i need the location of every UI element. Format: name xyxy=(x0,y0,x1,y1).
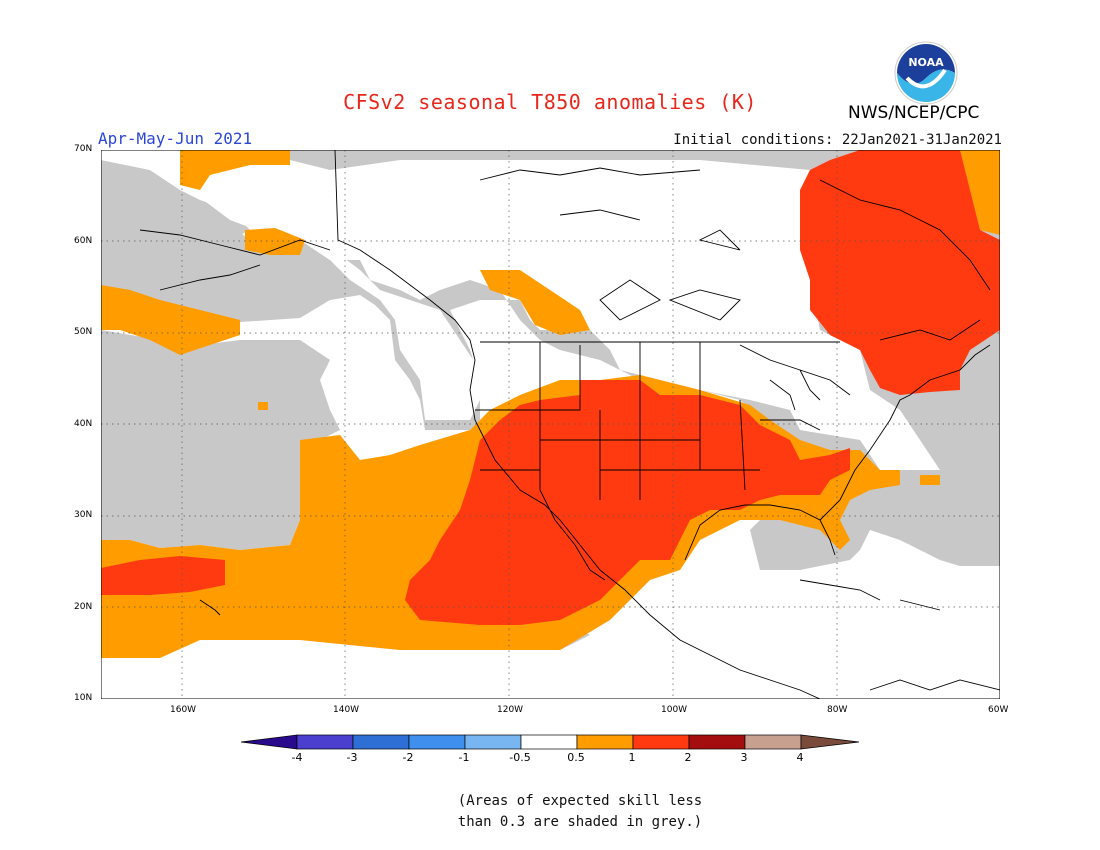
colorbar-swatch xyxy=(744,734,802,750)
colorbar-tick: 0.5 xyxy=(567,751,585,764)
colorbar-swatch xyxy=(520,734,578,750)
colorbar-tick: -3 xyxy=(346,751,358,764)
lat-label-40n: 40N xyxy=(74,419,93,429)
lon-label-160w: 160W xyxy=(170,705,197,715)
anomaly-1-to-2-area xyxy=(101,150,1000,625)
noaa-logo: NOAA xyxy=(894,41,958,105)
colorbar-swatch xyxy=(352,734,410,750)
colorbar-swatch xyxy=(800,734,860,750)
colorbar-tick: 2 xyxy=(684,751,692,764)
lat-label-20n: 20N xyxy=(74,602,93,612)
colorbar-tick: -4 xyxy=(291,751,303,764)
colorbar-swatch xyxy=(464,734,522,750)
lon-label-120w: 120W xyxy=(497,705,524,715)
skill-note: (Areas of expected skill less than 0.3 a… xyxy=(430,791,730,833)
colorbar-tick: 3 xyxy=(740,751,748,764)
graticule xyxy=(101,150,1000,699)
colorbar-swatch xyxy=(240,734,298,750)
lon-label-140w: 140W xyxy=(333,705,360,715)
colorbar-swatch xyxy=(576,734,634,750)
map-title: CFSv2 seasonal T850 anomalies (K) xyxy=(343,90,757,114)
lat-label-70n: 70N xyxy=(74,144,93,154)
lat-label-10n: 10N xyxy=(74,693,93,703)
lon-label-100w: 100W xyxy=(661,705,688,715)
skill-note-line2: than 0.3 are shaded in grey.) xyxy=(457,814,703,830)
lon-label-60w: 60W xyxy=(988,705,1009,715)
forecast-period: Apr-May-Jun 2021 xyxy=(98,129,253,148)
colorbar-tick: -2 xyxy=(402,751,414,764)
coastlines xyxy=(139,150,1000,699)
colorbar-swatch xyxy=(632,734,690,750)
skill-note-line1: (Areas of expected skill less xyxy=(457,793,703,809)
colorbar-tick: 4 xyxy=(796,751,804,764)
colorbar-swatch xyxy=(296,734,354,750)
lon-label-80w: 80W xyxy=(827,705,848,715)
initial-conditions: Initial conditions: 22Jan2021-31Jan2021 xyxy=(673,132,1002,148)
organization-label: NWS/NCEP/CPC xyxy=(848,103,980,123)
colorbar-swatch xyxy=(408,734,466,750)
colorbar-tick: -1 xyxy=(458,751,470,764)
colorbar-tick: -0.5 xyxy=(509,751,531,764)
svg-text:NOAA: NOAA xyxy=(908,56,944,69)
colorbar-tick: 1 xyxy=(628,751,636,764)
lat-label-60n: 60N xyxy=(74,236,93,246)
colorbar-swatch xyxy=(688,734,746,750)
lat-label-50n: 50N xyxy=(74,327,93,337)
lat-label-30n: 30N xyxy=(74,510,93,520)
neutral-white-area xyxy=(101,160,1000,699)
